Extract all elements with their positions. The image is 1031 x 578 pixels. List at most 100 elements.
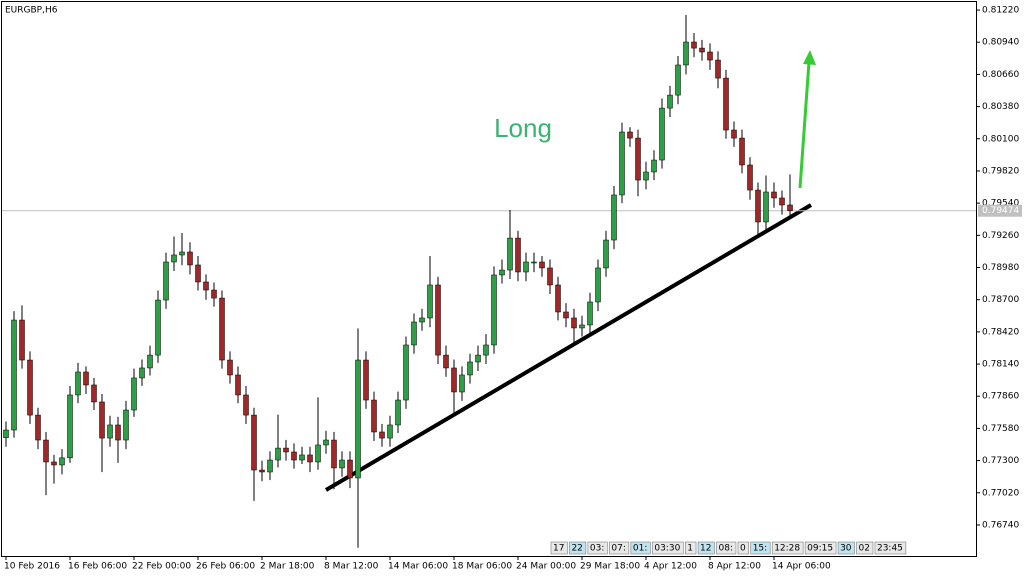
y-tick-label: 0.80940	[982, 38, 1019, 48]
toolbar-button	[569, 541, 587, 555]
x-tick-label: 16 Feb 06:00	[68, 562, 127, 572]
candle-body	[227, 359, 233, 376]
y-tick-label: 0.79540	[982, 199, 1019, 209]
candle-body	[483, 344, 489, 356]
candle-body	[579, 324, 585, 329]
candle-body	[443, 354, 449, 369]
toolbar-label: 1	[687, 544, 693, 554]
x-tick-label: 14 Mar 06:00	[388, 562, 448, 572]
y-tick-label: 0.80380	[982, 102, 1019, 112]
x-tick-label: 14 Apr 06:00	[772, 562, 831, 572]
candle-body	[611, 194, 617, 241]
candle-body	[59, 457, 65, 466]
arrow-shaft	[798, 61, 811, 189]
candle-body	[411, 321, 417, 346]
x-tick-label: 24 Mar 00:00	[516, 562, 576, 572]
candle-body	[243, 394, 249, 416]
toolbar-label: 12:28	[774, 544, 800, 554]
toolbar-button	[856, 541, 874, 555]
toolbar-button	[771, 541, 804, 555]
candle-body	[187, 251, 193, 266]
candle-body	[707, 51, 713, 61]
toolbar-button	[837, 541, 855, 555]
y-tick-label: 0.78420	[982, 327, 1019, 337]
toolbar-button	[630, 541, 651, 555]
toolbar-button	[697, 541, 715, 555]
y-tick-label: 0.79820	[982, 166, 1019, 176]
candle-body	[467, 361, 473, 376]
candle-body	[179, 251, 185, 256]
toolbar-button	[874, 541, 907, 555]
candle-body	[147, 354, 153, 369]
candle-body	[763, 191, 769, 223]
toolbar-button	[804, 541, 837, 555]
candle-body	[107, 424, 113, 439]
arrow-head	[803, 50, 816, 65]
candle-body	[499, 269, 505, 276]
candle-body	[779, 197, 785, 206]
candle-body	[35, 414, 41, 441]
candle-body	[43, 439, 49, 463]
candle-body	[419, 317, 425, 323]
candle-body	[251, 414, 257, 471]
candle-body	[3, 429, 9, 438]
candle-body	[347, 459, 353, 479]
candle-body	[371, 399, 377, 433]
candle-body	[139, 367, 145, 379]
toolbar-label: 12	[700, 544, 711, 554]
candle-body	[603, 239, 609, 269]
y-tick-label: 0.77580	[982, 424, 1019, 434]
candle-body	[755, 189, 761, 223]
candle-body	[91, 384, 97, 403]
candle-body	[627, 131, 633, 139]
x-tick-label: 22 Feb 00:00	[132, 562, 191, 572]
candle-body	[395, 399, 401, 426]
candle-body	[195, 264, 201, 283]
candle-body	[403, 344, 409, 401]
toolbar-label: 22	[571, 544, 582, 554]
x-tick-label: 8 Mar 12:00	[324, 562, 379, 572]
candle-body	[219, 297, 225, 361]
y-tick-label: 0.78700	[982, 295, 1019, 305]
candle-body	[651, 159, 657, 173]
toolbar-label: 02	[859, 544, 870, 554]
candle-body	[667, 94, 673, 109]
candle-body	[659, 107, 665, 161]
candle-body	[99, 401, 105, 439]
y-tick-label: 0.77300	[982, 456, 1019, 466]
toolbar-button	[550, 541, 568, 555]
candle-body	[83, 371, 89, 386]
candle-body	[331, 439, 337, 469]
candle-body	[363, 359, 369, 401]
candle-body	[283, 447, 289, 453]
toolbar-button	[750, 541, 771, 555]
toolbar-label: 07:	[611, 544, 625, 554]
candle-body	[635, 137, 641, 181]
candle-body	[731, 129, 737, 139]
current-price-box	[978, 204, 1022, 217]
candle-body	[675, 64, 681, 96]
candle-body	[155, 299, 161, 356]
x-tick-label: 10 Feb 2016	[4, 562, 60, 572]
candle-body	[715, 59, 721, 79]
toolbar-button	[587, 541, 608, 555]
x-tick-label: 2 Mar 18:00	[260, 562, 315, 572]
candle-body	[459, 374, 465, 393]
toolbar-label: 17	[553, 544, 564, 554]
candle-body	[571, 317, 577, 329]
x-tick-label: 29 Mar 18:00	[580, 562, 640, 572]
candle-body	[475, 354, 481, 363]
candle-body	[51, 461, 57, 466]
candle-body	[19, 319, 25, 361]
candle-body	[619, 131, 625, 196]
toolbar-label: 15:	[753, 544, 767, 554]
candle-body	[691, 41, 697, 49]
candle-body	[123, 409, 129, 441]
candle-body	[171, 254, 177, 263]
annotation: Long	[494, 113, 552, 143]
candle-body	[787, 204, 793, 211]
candle-body	[211, 289, 217, 299]
x-tick-label: 26 Feb 06:00	[196, 562, 255, 572]
candle-body	[595, 267, 601, 303]
